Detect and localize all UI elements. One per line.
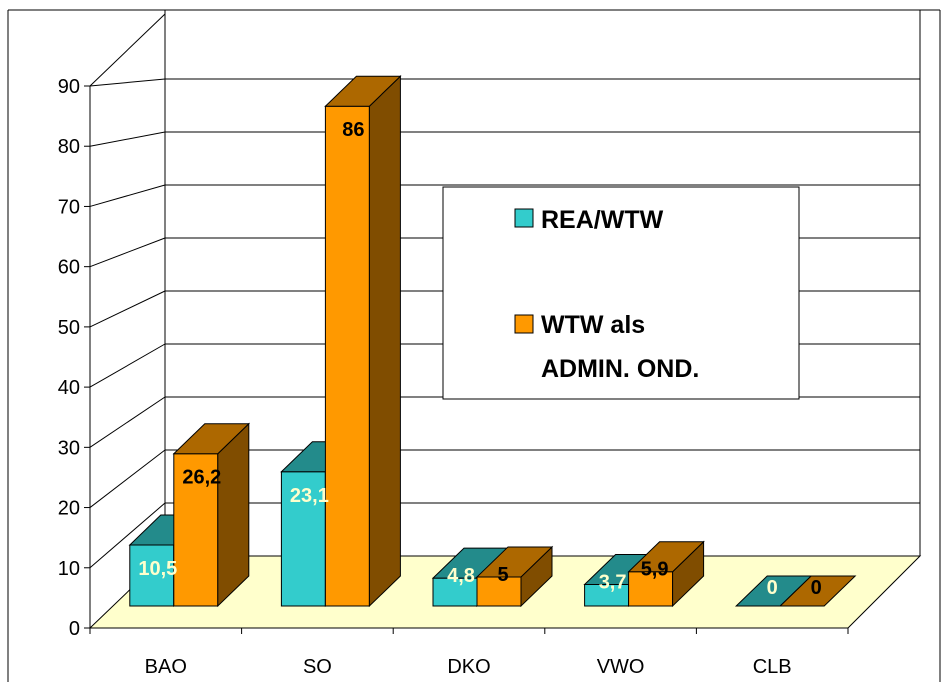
y-tick-label-1: 10 — [58, 558, 80, 580]
side-gridline-9 — [89, 78, 166, 87]
x-tick-label-so: SO — [303, 656, 332, 678]
x-tick-label-bao: BAO — [145, 656, 187, 678]
legend-box — [442, 186, 800, 400]
bar-so-series-2 — [324, 75, 402, 608]
legend-label-series-2-line-2: ADMIN. OND. — [541, 355, 699, 383]
y-tick-label-7: 70 — [58, 196, 80, 218]
side-gridline-5 — [89, 290, 166, 328]
data-label-so-series-1: 23,1 — [290, 485, 329, 507]
legend-swatch-series-1 — [514, 208, 534, 228]
data-label-clb-series-1: 0 — [767, 577, 778, 599]
side-gridline-7 — [89, 184, 166, 207]
x-tick-label-dko: DKO — [447, 656, 490, 678]
bar-clb-series-2 — [778, 575, 857, 607]
side-gridline-2 — [89, 449, 166, 508]
bar-top — [475, 546, 554, 578]
side-gridline-8 — [89, 131, 166, 147]
legend-label-series-2: WTW als — [541, 311, 645, 339]
bar-top — [324, 75, 402, 107]
y-tick-label-3: 30 — [58, 437, 80, 459]
y-tick-label-2: 20 — [58, 498, 80, 520]
y-tick-label-6: 60 — [58, 257, 80, 279]
legend-swatch-series-2 — [514, 314, 534, 334]
legend-label-series-1: REA/WTW — [541, 206, 664, 234]
data-label-dko-series-2: 5 — [497, 564, 508, 586]
bar-vwo-series-2 — [627, 540, 705, 608]
data-label-vwo-series-1: 3,7 — [599, 571, 627, 593]
y-tick-label-9: 90 — [58, 76, 80, 98]
bar-dko-series-2 — [475, 545, 554, 608]
side-gridline-6 — [89, 237, 166, 268]
bar-top — [627, 541, 705, 573]
data-label-bao-series-1: 10,5 — [138, 558, 177, 580]
side-gridline-4 — [89, 343, 166, 388]
y-tick-label-5: 50 — [58, 317, 80, 339]
bar-top — [172, 423, 251, 455]
side-wall-top — [89, 13, 166, 87]
y-tick-label-0: 0 — [69, 618, 80, 640]
x-tick-label-vwo: VWO — [597, 656, 645, 678]
bar-front — [324, 105, 370, 607]
bar-top — [778, 575, 857, 607]
bar-side — [217, 422, 250, 608]
data-label-bao-series-2: 26,2 — [182, 467, 221, 489]
bar-side — [368, 75, 401, 608]
data-label-dko-series-1: 4,8 — [447, 565, 475, 587]
data-label-clb-series-2: 0 — [811, 577, 822, 599]
y-tick-label-4: 40 — [58, 377, 80, 399]
bar-bao-series-2 — [172, 422, 251, 608]
side-gridline-3 — [89, 396, 166, 448]
x-tick-label-clb: CLB — [753, 656, 792, 678]
data-label-vwo-series-2: 5,9 — [641, 559, 669, 581]
y-tick-label-8: 80 — [58, 136, 80, 158]
data-label-so-series-2: 86 — [342, 119, 364, 141]
side-gridline-1 — [89, 502, 166, 569]
